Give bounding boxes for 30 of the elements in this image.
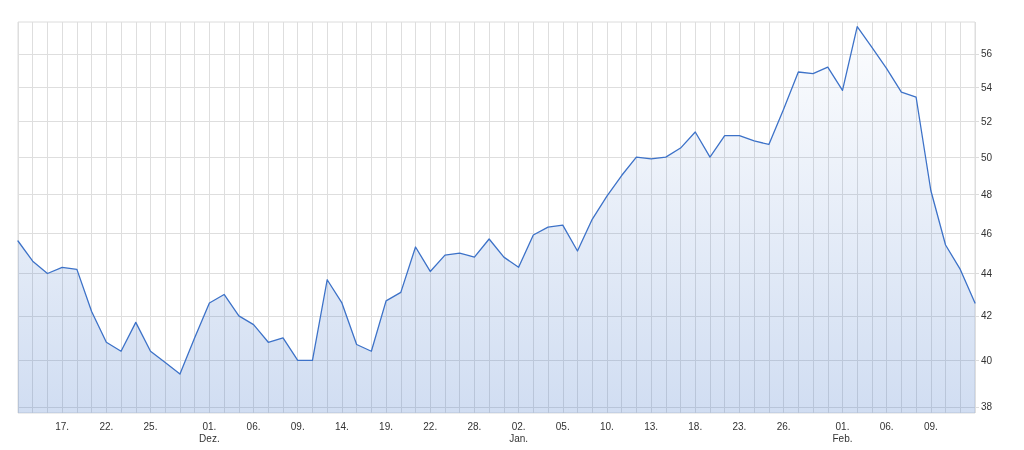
y-tick-label: 54 [981, 81, 993, 93]
x-tick-label: 05. [555, 420, 570, 432]
y-tick-label: 42 [981, 310, 993, 322]
y-tick-label: 44 [981, 268, 993, 280]
x-tick-label: 22. [99, 420, 114, 432]
x-tick-label: 06. [879, 420, 894, 432]
y-tick-label: 38 [981, 401, 993, 413]
x-tick-label: 01. Dez. [199, 420, 220, 444]
x-tick-label: 25. [143, 420, 158, 432]
x-tick-label: 13. [644, 420, 659, 432]
x-tick-label: 06. [246, 420, 261, 432]
y-tick-label: 40 [981, 354, 993, 366]
y-tick-label: 56 [981, 48, 993, 60]
x-tick-label: 26. [776, 420, 791, 432]
y-tick-label: 48 [981, 188, 993, 200]
x-tick-label: 09. [923, 420, 938, 432]
y-tick-label: 52 [981, 115, 993, 127]
x-tick-label: 10. [599, 420, 614, 432]
y-tick-label: 46 [981, 227, 993, 239]
y-tick-label: 50 [981, 151, 993, 163]
x-tick-label: 23. [732, 420, 747, 432]
x-tick-label: 22. [423, 420, 438, 432]
x-tick-label: 18. [688, 420, 703, 432]
x-tick-label: 14. [334, 420, 349, 432]
x-tick-label: 09. [290, 420, 305, 432]
x-tick-label: 01. Feb. [832, 420, 853, 444]
x-tick-label: 28. [467, 420, 482, 432]
x-tick-label: 19. [379, 420, 394, 432]
x-tick-label: 02. Jan. [509, 420, 529, 444]
x-tick-label: 17. [55, 420, 70, 432]
